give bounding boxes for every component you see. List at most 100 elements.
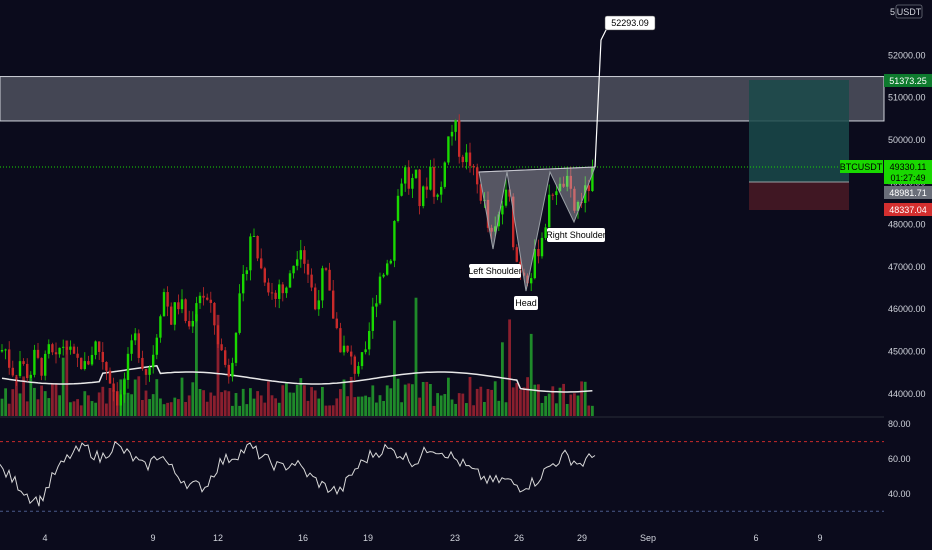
- candle-body: [162, 292, 166, 317]
- volume-bar: [540, 402, 544, 416]
- take-profit-zone[interactable]: [749, 80, 849, 182]
- candle-body: [422, 186, 425, 207]
- volume-bar: [310, 387, 313, 416]
- candle-body: [447, 136, 450, 163]
- volume-bar: [191, 382, 195, 416]
- target-projection-line[interactable]: [594, 27, 608, 168]
- head-and-shoulders-pattern[interactable]: [478, 166, 596, 292]
- volume-bar: [227, 391, 231, 416]
- candle-body: [414, 169, 418, 178]
- candle-body: [11, 367, 14, 376]
- volume-bar: [321, 386, 324, 416]
- volume-bar: [385, 385, 389, 416]
- volume-bar: [562, 383, 565, 416]
- candle-body: [558, 183, 562, 192]
- candle-body: [36, 349, 40, 358]
- price-tick-label: 50000.00: [888, 135, 926, 145]
- candle-body: [530, 278, 533, 284]
- candle-body: [274, 292, 277, 299]
- volume-bar: [439, 395, 443, 416]
- volume-bar: [339, 389, 342, 416]
- volume-bar: [551, 386, 555, 416]
- volume-bar: [483, 401, 486, 416]
- volume-bar: [162, 404, 166, 416]
- candle-body: [382, 274, 385, 277]
- volume-bar: [591, 405, 594, 416]
- stop-loss-zone[interactable]: [749, 182, 849, 210]
- left-shoulder-label: Left Shoulder: [468, 264, 522, 278]
- volume-bar: [547, 393, 551, 416]
- symbol-badge[interactable]: BTCUSDT: [840, 160, 883, 173]
- candle-body: [72, 346, 76, 354]
- volume-bar: [177, 399, 180, 416]
- candle-body: [404, 167, 407, 184]
- candle-body: [90, 354, 94, 365]
- candle-body: [569, 175, 572, 189]
- volume-bar: [367, 397, 371, 416]
- volume-bar: [443, 394, 447, 416]
- candle-body: [497, 214, 500, 227]
- volume-bar: [555, 403, 558, 416]
- rsi-line: [0, 440, 596, 507]
- candle-body: [137, 333, 140, 358]
- volume-bar: [515, 382, 519, 416]
- candle-body: [522, 272, 526, 276]
- time-axis[interactable]: 4 9 12 16 19 23 26 29 Sep 6 9: [42, 533, 822, 543]
- candle-body: [411, 177, 414, 189]
- candle-body: [357, 366, 360, 374]
- candle-body: [512, 196, 515, 248]
- candle-body: [173, 302, 176, 325]
- candle-body: [134, 333, 137, 341]
- candle-body: [15, 375, 18, 377]
- candle-body: [494, 226, 497, 232]
- candle-body: [252, 235, 256, 237]
- volume-bar: [465, 403, 468, 416]
- price-axis[interactable]: 52000.0051000.0050000.0049000.0048000.00…: [888, 50, 926, 398]
- svg-text:Left Shoulder: Left Shoulder: [468, 266, 522, 276]
- time-tick-label: Sep: [640, 533, 656, 543]
- volume-bar: [61, 357, 65, 416]
- candle-body: [18, 361, 22, 376]
- candle-body: [256, 235, 259, 259]
- candle-body: [288, 273, 292, 288]
- rsi-axis[interactable]: 80.00 60.00 40.00: [888, 419, 911, 499]
- svg-text:USDT: USDT: [897, 7, 922, 17]
- volume-bar: [141, 399, 144, 416]
- candle-body: [454, 120, 457, 132]
- volume-bar: [382, 400, 385, 416]
- candle-body: [51, 344, 54, 353]
- resistance-zone: [0, 76, 885, 122]
- volume-bar: [544, 396, 547, 416]
- candle-body: [58, 347, 61, 355]
- volume-bar: [504, 402, 508, 416]
- candle-body: [220, 344, 223, 351]
- volume-bar: [270, 395, 274, 416]
- candle-body: [591, 166, 594, 192]
- neckline: [478, 166, 596, 173]
- candle-body: [432, 166, 436, 197]
- volume-bar: [357, 396, 360, 416]
- volume-bar: [522, 387, 526, 416]
- volume-bar: [195, 314, 198, 416]
- candle-body: [40, 357, 43, 376]
- candle-body: [587, 185, 590, 192]
- entry-price-badge: 48981.71: [884, 186, 932, 199]
- currency-label[interactable]: 5 USDT: [890, 4, 923, 19]
- candle-body: [177, 302, 180, 310]
- candle-body: [170, 306, 173, 325]
- candle-body: [400, 183, 403, 196]
- volume-bar: [414, 297, 418, 416]
- candle-body: [242, 274, 245, 294]
- volume-bar: [421, 382, 425, 416]
- svg-text:48981.71: 48981.71: [889, 188, 927, 198]
- volume-bar: [126, 392, 130, 416]
- volume-bar: [353, 397, 357, 416]
- candle-body: [267, 282, 270, 293]
- volume-bar: [83, 391, 87, 416]
- candle-body: [231, 362, 234, 377]
- volume-bar: [40, 385, 43, 416]
- candle-body: [479, 184, 482, 201]
- candle-body: [364, 349, 367, 353]
